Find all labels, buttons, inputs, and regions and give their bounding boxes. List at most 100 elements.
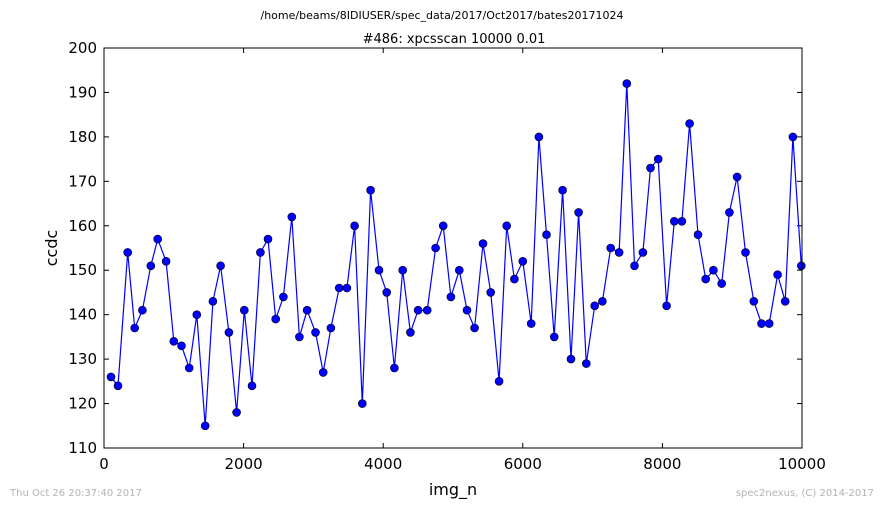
data-point xyxy=(342,283,352,293)
series-line xyxy=(110,83,802,426)
data-point xyxy=(717,279,727,288)
x-tick-label: 2000 xyxy=(225,455,263,473)
data-point xyxy=(438,221,448,231)
data-point xyxy=(192,310,202,320)
y-tick-label: 110 xyxy=(68,439,97,457)
data-point xyxy=(598,296,607,306)
y-tick-label: 170 xyxy=(68,172,97,190)
data-point xyxy=(518,256,528,266)
data-point xyxy=(200,421,210,431)
data-point xyxy=(406,328,415,337)
data-point xyxy=(334,283,344,293)
data-point xyxy=(574,208,583,217)
data-point xyxy=(502,221,512,231)
data-point xyxy=(326,323,336,333)
data-point xyxy=(590,301,600,311)
data-point xyxy=(263,234,273,244)
data-point xyxy=(614,248,624,257)
data-point xyxy=(510,274,519,284)
data-point xyxy=(232,408,241,417)
data-point xyxy=(271,314,281,324)
data-point xyxy=(646,163,655,173)
axes: 0 2000 4000 6000 8000 10000 110 120 130 140 150 160… xyxy=(68,39,826,473)
x-axis-label: img_n xyxy=(429,480,477,500)
data-point xyxy=(764,319,774,328)
data-point xyxy=(725,208,734,217)
x-tick-label: 0 xyxy=(99,455,109,473)
data-point xyxy=(398,265,408,275)
data-point xyxy=(413,305,423,315)
data-point xyxy=(382,288,392,297)
data-point xyxy=(177,341,186,351)
data-point xyxy=(302,305,312,315)
data-point xyxy=(630,261,639,271)
x-tick-label: 10000 xyxy=(778,455,826,473)
data-point xyxy=(677,217,687,226)
x-tick-label: 6000 xyxy=(504,455,542,473)
data-point xyxy=(224,328,234,337)
y-tick-label: 180 xyxy=(68,128,97,146)
data-point xyxy=(606,243,616,253)
y-tick-label: 160 xyxy=(68,217,97,235)
data-point xyxy=(161,256,171,266)
data-point xyxy=(486,288,496,297)
data-point xyxy=(773,270,782,280)
data-point xyxy=(549,332,559,342)
data-point xyxy=(216,261,225,271)
data-point xyxy=(153,234,162,244)
x-tick-label: 8000 xyxy=(643,455,681,473)
data-point xyxy=(732,172,742,182)
data-point xyxy=(581,359,591,368)
data-point xyxy=(366,185,375,195)
y-tick-label: 190 xyxy=(68,83,97,101)
data-point xyxy=(431,243,440,253)
data-point xyxy=(318,368,328,377)
data-point xyxy=(693,230,703,239)
data-point xyxy=(311,328,320,337)
data-point xyxy=(454,265,464,275)
data-point xyxy=(146,261,156,271)
data-point xyxy=(390,363,399,373)
data-point xyxy=(240,305,249,315)
chart-title: #486: xpcsscan 10000 0.01 xyxy=(363,32,546,47)
data-point xyxy=(788,132,798,142)
y-tick-label: 130 xyxy=(68,350,97,368)
data-point xyxy=(106,372,116,382)
data-point xyxy=(247,381,257,391)
data-point xyxy=(295,332,304,342)
data-point xyxy=(749,296,759,306)
data-point xyxy=(526,319,536,328)
data-point xyxy=(542,230,551,239)
y-tick-label: 120 xyxy=(68,395,97,413)
y-tick-label: 200 xyxy=(68,39,97,57)
data-point xyxy=(462,305,472,315)
data-point xyxy=(208,296,218,306)
data-point xyxy=(138,305,147,315)
footer-credit: spec2nexus, (C) 2014-2017 xyxy=(735,488,874,499)
data-point xyxy=(422,305,432,315)
suptitle: /home/beams/8IDIUSER/spec_data/2017/Oct2… xyxy=(260,9,624,22)
data-point xyxy=(357,399,367,408)
data-point xyxy=(256,248,265,257)
data-point xyxy=(184,363,194,373)
y-axis-label: ccdc xyxy=(42,230,61,267)
data-point xyxy=(796,261,806,271)
data-point xyxy=(169,336,179,346)
data-point xyxy=(709,265,718,275)
y-tick-label: 140 xyxy=(68,306,97,324)
data-point xyxy=(478,239,488,248)
data-point xyxy=(662,301,671,311)
plot-area xyxy=(106,79,806,431)
data-point xyxy=(685,119,694,128)
data-point xyxy=(653,154,663,164)
data-point xyxy=(566,354,576,364)
data-point xyxy=(446,292,456,302)
data-point xyxy=(494,376,504,386)
data-point xyxy=(470,323,479,333)
data-point xyxy=(701,274,711,284)
x-tick-label: 4000 xyxy=(364,455,402,473)
data-point xyxy=(113,381,123,391)
data-point xyxy=(558,185,567,195)
data-point xyxy=(350,221,359,231)
